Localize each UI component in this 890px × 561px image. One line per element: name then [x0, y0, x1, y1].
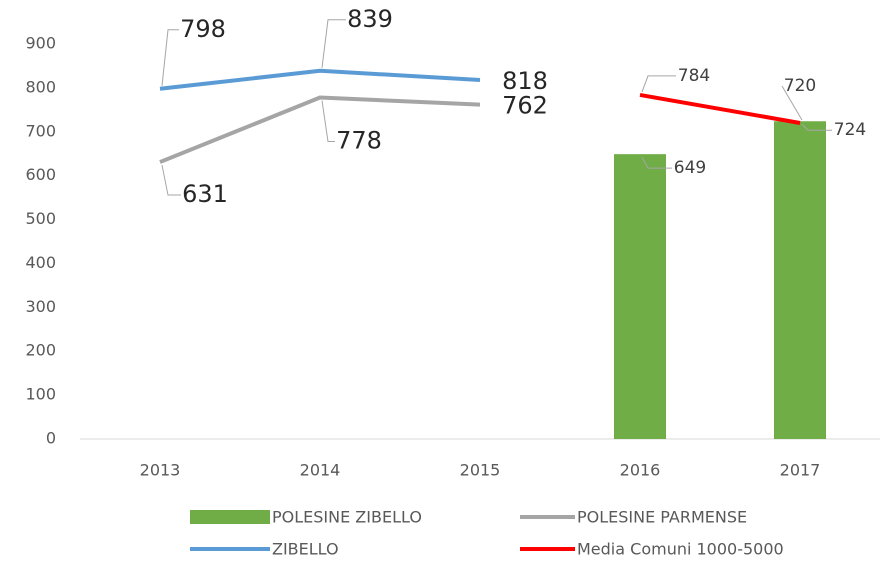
leader-line — [801, 123, 832, 131]
leader-line — [641, 156, 672, 169]
legend-label: ZIBELLO — [272, 540, 339, 559]
data-label: 784 — [678, 66, 710, 86]
x-tick-label: 2013 — [140, 461, 181, 480]
y-tick-label: 200 — [25, 341, 56, 360]
legend-label: Media Comuni 1000-5000 — [577, 540, 784, 559]
x-tick-label: 2017 — [780, 461, 821, 480]
data-label: 778 — [336, 127, 382, 155]
x-tick-label: 2014 — [300, 461, 341, 480]
bar — [774, 121, 826, 439]
line — [159, 68, 481, 91]
y-tick-label: 400 — [25, 253, 56, 272]
leader-line — [781, 85, 803, 121]
data-label: 631 — [182, 180, 228, 208]
y-tick-label: 900 — [25, 34, 56, 53]
line — [639, 92, 801, 125]
y-tick-label: 800 — [25, 77, 56, 96]
leader-line — [641, 75, 676, 93]
x-tick-label: 2016 — [620, 461, 661, 480]
leader-line — [161, 29, 179, 86]
y-tick-label: 700 — [25, 121, 56, 140]
line — [159, 95, 481, 164]
data-label: 762 — [502, 92, 548, 120]
x-tick-label: 2015 — [460, 461, 501, 480]
y-tick-label: 600 — [25, 165, 56, 184]
leader-line — [321, 19, 346, 68]
data-label: 720 — [784, 76, 816, 96]
y-tick-label: 100 — [25, 385, 56, 404]
leader-line — [161, 164, 181, 196]
y-tick-label: 500 — [25, 209, 56, 228]
data-label: 724 — [834, 120, 866, 140]
y-tick-label: 300 — [25, 297, 56, 316]
legend-label: POLESINE ZIBELLO — [272, 508, 422, 527]
y-tick-label: 0 — [46, 429, 56, 448]
legend-swatch — [190, 510, 270, 524]
leader-line — [321, 100, 335, 143]
legend-label: POLESINE PARMENSE — [577, 508, 747, 527]
data-label: 839 — [347, 5, 393, 33]
data-label: 818 — [502, 67, 548, 95]
data-label: 798 — [180, 15, 226, 43]
bar — [614, 154, 666, 439]
data-label: 649 — [674, 158, 706, 178]
